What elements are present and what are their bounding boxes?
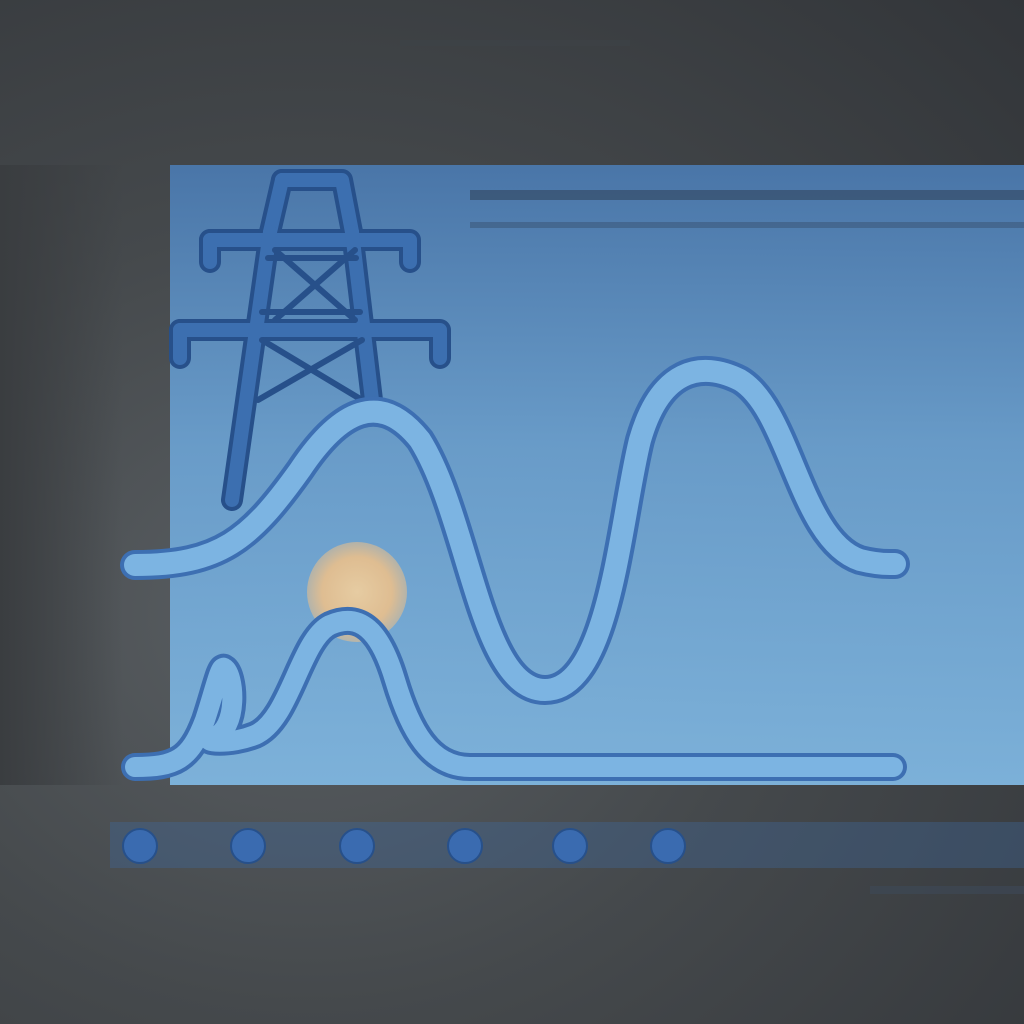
indicator-dot — [230, 828, 266, 864]
indicator-dot — [122, 828, 158, 864]
indicator-dot — [339, 828, 375, 864]
secondary-load-curve — [121, 607, 907, 781]
primary-load-curve — [120, 355, 910, 706]
indicator-dot — [552, 828, 588, 864]
indicator-dot — [650, 828, 686, 864]
indicator-dot — [447, 828, 483, 864]
indicator-dots — [122, 828, 686, 864]
transmission-tower-icon — [169, 169, 451, 511]
